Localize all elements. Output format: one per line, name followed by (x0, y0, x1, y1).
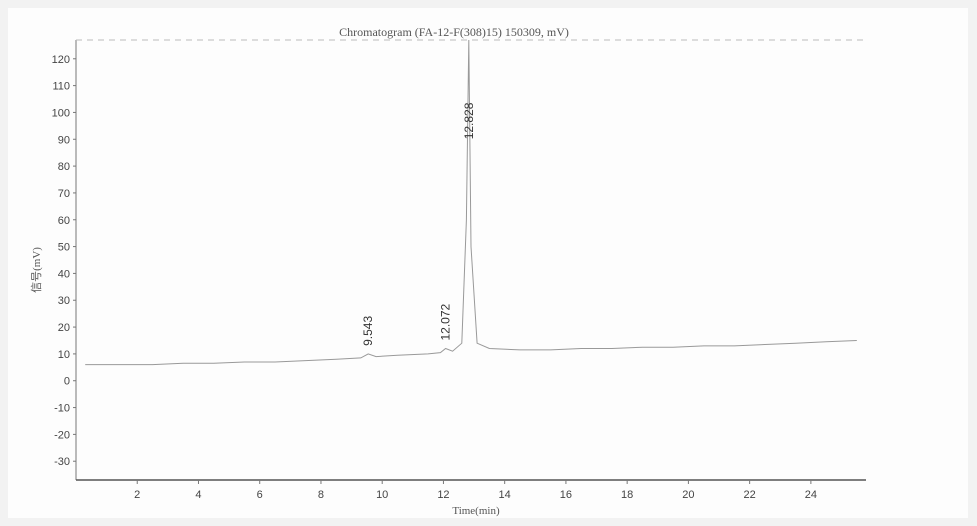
x-tick-label: 12 (437, 489, 449, 501)
y-tick-label: 80 (58, 161, 70, 173)
y-tick-label: 0 (64, 376, 70, 388)
peak-label: 12.072 (439, 303, 453, 340)
y-tick-label: 110 (52, 81, 70, 93)
x-tick-label: 20 (682, 489, 694, 501)
y-tick-label: -10 (54, 403, 70, 415)
x-tick-label: 2 (134, 489, 140, 501)
x-tick-label: 6 (257, 489, 263, 501)
y-tick-label: 90 (58, 134, 70, 146)
x-tick-label: 4 (195, 489, 201, 501)
y-tick-label: 50 (58, 242, 70, 254)
signal-trace (85, 39, 857, 366)
x-tick-label: 22 (744, 489, 756, 501)
y-tick-label: 30 (58, 295, 70, 307)
y-tick-label: 70 (58, 188, 70, 200)
chart-title: Chromatogram (FA-12-F(308)15) 150309, mV… (339, 25, 569, 39)
y-tick-label: 100 (52, 107, 70, 119)
y-tick-label: 120 (52, 54, 70, 66)
y-tick-label: -30 (54, 456, 70, 468)
x-tick-label: 14 (499, 489, 511, 501)
x-tick-label: 24 (805, 489, 817, 501)
x-tick-label: 10 (376, 489, 388, 501)
chromatogram-chart: Chromatogram (FA-12-F(308)15) 150309, mV… (30, 25, 866, 517)
x-tick-label: 18 (621, 489, 633, 501)
x-tick-label: 8 (318, 489, 324, 501)
x-axis-label: Time(min) (452, 505, 500, 517)
peak-label: 9.543 (361, 316, 375, 346)
y-tick-label: -20 (54, 429, 70, 441)
chart-frame: Chromatogram (FA-12-F(308)15) 150309, mV… (8, 8, 968, 518)
y-tick-label: 10 (58, 349, 70, 361)
peak-label: 12.828 (462, 102, 476, 139)
y-tick-label: 60 (58, 215, 70, 227)
y-tick-label: 20 (58, 322, 70, 334)
y-tick-label: 40 (58, 268, 70, 280)
y-axis-label: 信号(mV) (30, 247, 43, 293)
x-tick-label: 16 (560, 489, 572, 501)
